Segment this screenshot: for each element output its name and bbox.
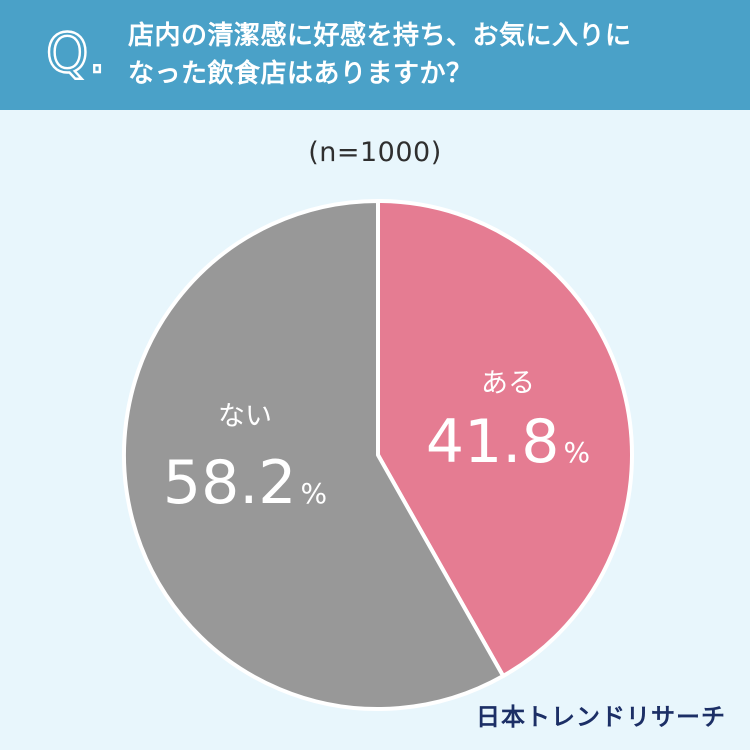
sample-size: (n=1000) [308,137,442,168]
question-header: Q. 店内の清潔感に好感を持ち、お気に入りに なった飲食店はありますか？ [0,0,750,110]
slice-label-nai: ない [218,401,272,432]
q-mark-icon: Q. [46,24,107,84]
slice-value-nai: 58.2% [163,448,327,518]
pie-slice-aru [376,199,634,679]
question-line-1: 店内の清潔感に好感を持ち、お気に入りに [128,21,632,51]
q-letter: Q. [46,24,106,84]
brand-logo: 日本トレンドリサーチ [476,703,726,731]
pie-slice-nai [122,199,506,711]
slice-label-aru: ある [481,368,535,399]
slice-value-aru: 41.8% [426,407,590,477]
question-line-2: なった飲食店はありますか？ [128,59,473,89]
question-text: 店内の清潔感に好感を持ち、お気に入りに なった飲食店はありますか？ [128,17,728,93]
